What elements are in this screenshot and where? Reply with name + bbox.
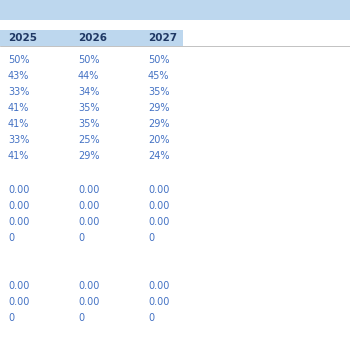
Bar — [0, 30, 183, 46]
Text: 2027: 2027 — [148, 33, 177, 43]
Text: 0.00: 0.00 — [148, 297, 169, 307]
Text: 0.00: 0.00 — [8, 185, 29, 195]
Text: 41%: 41% — [8, 151, 29, 161]
Text: 0: 0 — [78, 233, 84, 243]
Text: 35%: 35% — [78, 119, 99, 129]
Text: 41%: 41% — [8, 119, 29, 129]
Text: 20%: 20% — [148, 135, 169, 145]
Text: 45%: 45% — [148, 71, 169, 81]
Text: 0.00: 0.00 — [148, 217, 169, 227]
Text: 35%: 35% — [148, 87, 169, 97]
Text: 44%: 44% — [78, 71, 99, 81]
Text: 0: 0 — [8, 313, 14, 323]
Text: 0.00: 0.00 — [148, 281, 169, 291]
Text: 24%: 24% — [148, 151, 169, 161]
Bar — [0, 0, 350, 20]
Text: 35%: 35% — [78, 103, 99, 113]
Text: 2026: 2026 — [78, 33, 107, 43]
Text: 29%: 29% — [78, 151, 99, 161]
Text: 0.00: 0.00 — [78, 185, 99, 195]
Text: 43%: 43% — [8, 71, 29, 81]
Text: 0.00: 0.00 — [8, 201, 29, 211]
Text: 25%: 25% — [78, 135, 100, 145]
Text: 29%: 29% — [148, 119, 169, 129]
Text: 0.00: 0.00 — [8, 281, 29, 291]
Text: 0.00: 0.00 — [148, 201, 169, 211]
Text: 0: 0 — [8, 233, 14, 243]
Text: 0.00: 0.00 — [78, 201, 99, 211]
Text: 0.00: 0.00 — [8, 297, 29, 307]
Text: 50%: 50% — [148, 55, 169, 65]
Text: 41%: 41% — [8, 103, 29, 113]
Text: 34%: 34% — [78, 87, 99, 97]
Text: 0.00: 0.00 — [78, 217, 99, 227]
Text: 50%: 50% — [78, 55, 99, 65]
Text: 29%: 29% — [148, 103, 169, 113]
Text: 0.00: 0.00 — [148, 185, 169, 195]
Text: 0.00: 0.00 — [78, 281, 99, 291]
Text: 0.00: 0.00 — [78, 297, 99, 307]
Text: 33%: 33% — [8, 135, 29, 145]
Text: 50%: 50% — [8, 55, 29, 65]
Text: 2025: 2025 — [8, 33, 37, 43]
Text: 0: 0 — [148, 233, 154, 243]
Text: 0.00: 0.00 — [8, 217, 29, 227]
Text: 33%: 33% — [8, 87, 29, 97]
Text: 0: 0 — [78, 313, 84, 323]
Text: 0: 0 — [148, 313, 154, 323]
